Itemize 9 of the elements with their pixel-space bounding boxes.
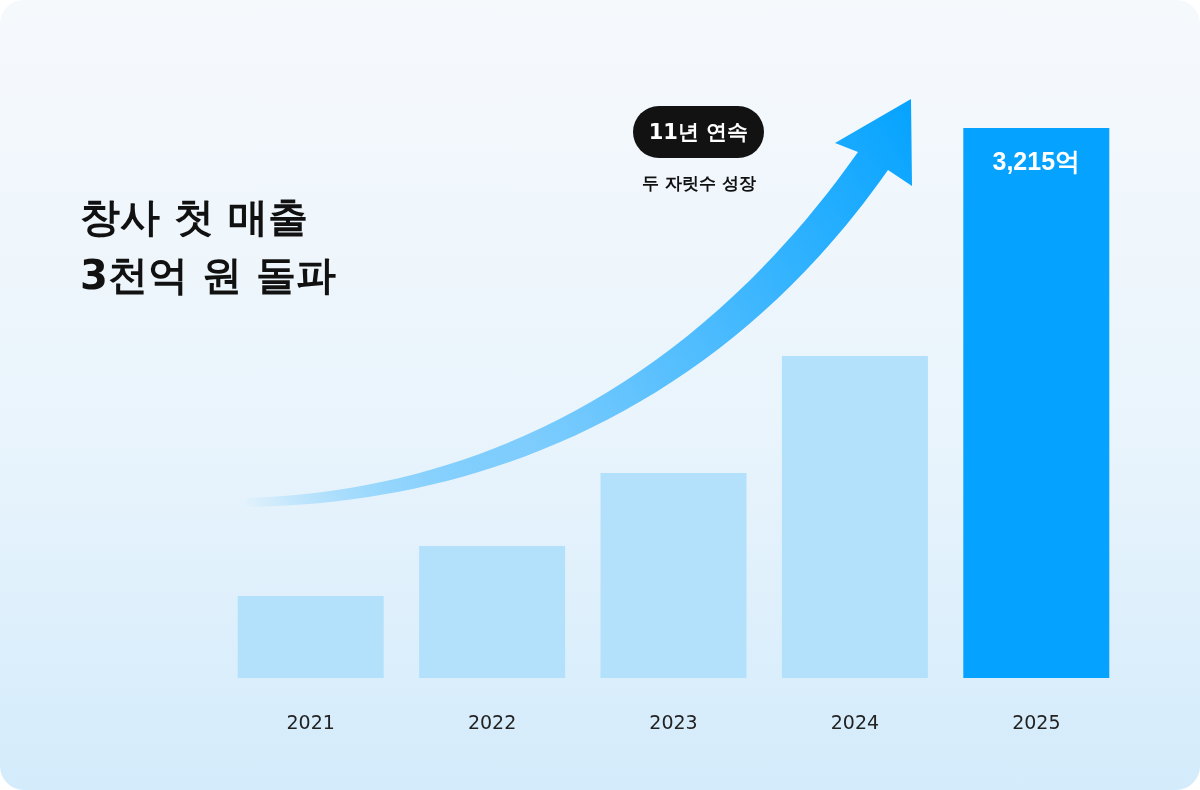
x-tick-label: 2025	[1012, 710, 1061, 733]
x-tick-label: 2024	[830, 710, 880, 733]
x-tick-label: 2021	[286, 710, 335, 733]
annotation: 두 자릿수 성장	[641, 172, 757, 195]
x-tick-label: 2022	[467, 710, 517, 733]
text: 창사 첫 매출 3천억 원 돌파	[80, 193, 337, 300]
x-tick-label: 2023	[649, 710, 698, 733]
data-label: 3,215억	[992, 146, 1081, 175]
annotation: 11년 연속	[633, 106, 764, 158]
